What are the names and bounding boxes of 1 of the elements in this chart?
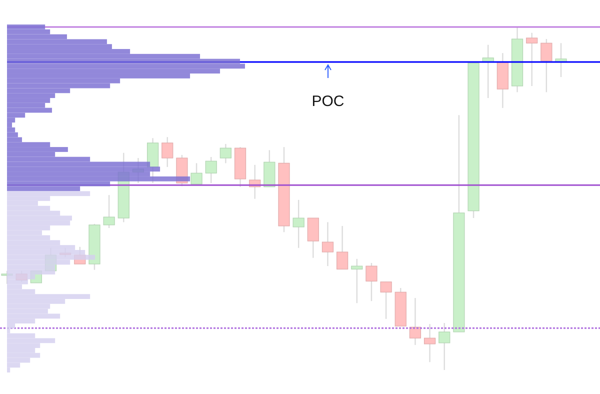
ref-line-label: POC [312,92,344,110]
